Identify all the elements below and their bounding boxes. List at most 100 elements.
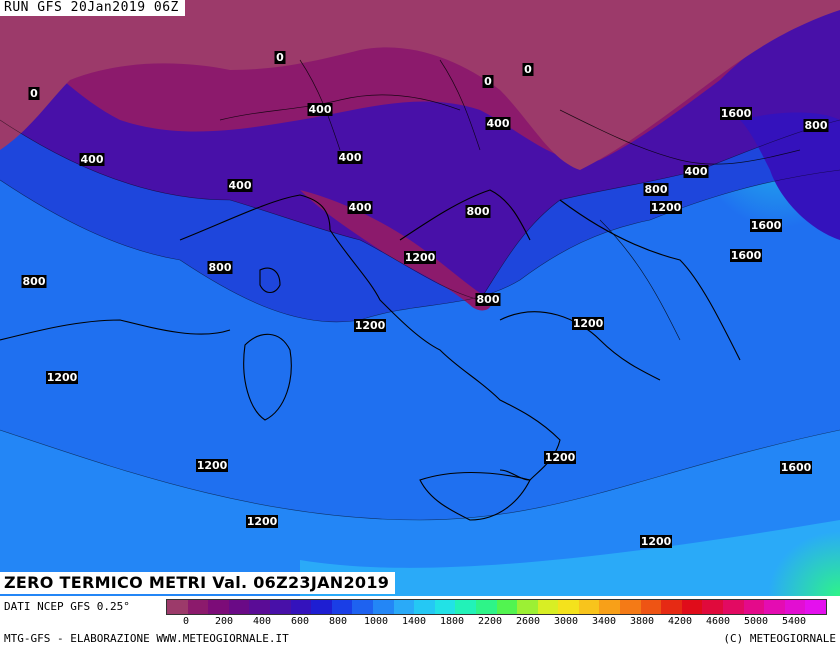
- contour-label: 800: [645, 183, 668, 196]
- color-swatch: [620, 600, 641, 614]
- contour-label-bg: [572, 317, 604, 330]
- contour-label-bg: [347, 201, 373, 214]
- scale-tick-label: 2600: [515, 616, 541, 627]
- color-swatch: [414, 600, 435, 614]
- contour-label: 0: [484, 75, 492, 88]
- contour-label: 1600: [721, 107, 752, 120]
- color-scale-ticks: 0 200 400 600 800 1000 1400 1800 2200 2600 3000 340…: [166, 616, 840, 630]
- contour-label: 1200: [405, 251, 436, 264]
- contour-label-bg: [544, 451, 576, 464]
- run-label: RUN GFS 20Jan2019 06Z: [0, 0, 185, 16]
- color-swatch: [805, 600, 826, 614]
- color-swatch: [743, 600, 765, 614]
- scale-tick-label: 1000: [363, 616, 389, 627]
- color-swatch: [558, 600, 579, 614]
- contour-label: 0: [30, 87, 38, 100]
- land-cold: [0, 0, 840, 170]
- contour-label: 400: [685, 165, 708, 178]
- footer: DATI NCEP GFS 0.25° 0 200 400 600 800 1000 140…: [0, 596, 840, 648]
- color-swatch: [475, 600, 497, 614]
- color-swatch: [290, 600, 312, 614]
- contour-label-bg: [79, 153, 105, 166]
- contour-label: 400: [81, 153, 104, 166]
- color-swatch: [331, 600, 353, 614]
- color-swatch: [311, 600, 332, 614]
- contour-label-bg: [354, 319, 386, 332]
- contour-label-bg: [683, 165, 709, 178]
- color-swatch: [702, 600, 724, 614]
- borders: [219, 59, 801, 341]
- contour-label: 800: [23, 275, 46, 288]
- color-swatch: [764, 600, 785, 614]
- color-swatch: [661, 600, 682, 614]
- contour-label: 1200: [247, 515, 278, 528]
- contour-label-bg: [803, 119, 829, 132]
- contour-label-bg: [730, 249, 762, 262]
- scale-tick-label: 3000: [553, 616, 579, 627]
- contour-label-bg: [207, 261, 233, 274]
- contour-label: 1600: [751, 219, 782, 232]
- contour-label-bg: [482, 75, 494, 88]
- contour-label: 1200: [573, 317, 604, 330]
- scale-tick-label: 400: [252, 616, 272, 627]
- contour-label-bg: [274, 51, 286, 64]
- color-swatch: [681, 600, 703, 614]
- contour-label: 800: [805, 119, 828, 132]
- contour-label: 1200: [197, 459, 228, 472]
- contour-label: 1200: [641, 535, 672, 548]
- data-source: DATI NCEP GFS 0.25°: [4, 600, 130, 613]
- scale-tick-label: 200: [214, 616, 234, 627]
- contour-label: 800: [467, 205, 490, 218]
- contour-label-bg: [650, 201, 682, 214]
- color-swatch: [228, 600, 250, 614]
- color-swatch: [537, 600, 559, 614]
- contour-label-bg: [404, 251, 436, 264]
- contour-label-bg: [307, 103, 333, 116]
- color-swatch: [784, 600, 806, 614]
- freezing-level-map: 0 0 0 0 400 400 400 400 400 400 400 800 800 800 800 800…: [0, 0, 840, 596]
- color-swatch: [599, 600, 621, 614]
- contour-label: 1600: [731, 249, 762, 262]
- contour-label-bg: [780, 461, 812, 474]
- color-swatch: [208, 600, 229, 614]
- color-swatch: [372, 600, 394, 614]
- scale-tick-label: 600: [290, 616, 310, 627]
- contour-label: 1200: [545, 451, 576, 464]
- color-swatch: [578, 600, 600, 614]
- contour-label-bg: [28, 87, 40, 100]
- contour-label-bg: [750, 219, 782, 232]
- scale-tick-label: 3800: [629, 616, 655, 627]
- color-swatch: [167, 600, 188, 614]
- color-swatch: [517, 600, 538, 614]
- field-apennine: [300, 190, 491, 311]
- color-swatch: [187, 600, 209, 614]
- scale-tick-label: 1800: [439, 616, 465, 627]
- scale-tick-label: 4600: [705, 616, 731, 627]
- scale-tick-label: 4200: [667, 616, 693, 627]
- contour-label-bg: [337, 151, 363, 164]
- contour-label: 1600: [781, 461, 812, 474]
- coastlines: [0, 189, 741, 521]
- color-swatch: [455, 600, 476, 614]
- scale-tick-label: 3400: [591, 616, 617, 627]
- contour-label: 1200: [47, 371, 78, 384]
- color-swatch: [640, 600, 662, 614]
- map-title: ZERO TERMICO METRI Val. 06Z23JAN2019: [0, 572, 396, 594]
- contour-label-bg: [246, 515, 278, 528]
- scale-tick-label: 800: [328, 616, 348, 627]
- color-swatch: [269, 600, 291, 614]
- field-se-green: [600, 380, 840, 596]
- credit-left: MTG-GFS - ELABORAZIONE WWW.METEOGIORNALE…: [4, 632, 289, 645]
- scale-tick-label: 5400: [781, 616, 807, 627]
- scale-tick-label: 5000: [743, 616, 769, 627]
- contour-label: 0: [276, 51, 284, 64]
- contour-label: 400: [349, 201, 372, 214]
- contour-label: 400: [309, 103, 332, 116]
- contour-label: 800: [209, 261, 232, 274]
- scale-tick-label: 1400: [401, 616, 427, 627]
- contour-label-bg: [720, 107, 752, 120]
- scale-tick-label: 2200: [477, 616, 503, 627]
- contour-labels: 0 0 0 0 400 400 400 400 400 400 400 800 800 800 800 800…: [21, 51, 829, 548]
- color-swatch: [393, 600, 415, 614]
